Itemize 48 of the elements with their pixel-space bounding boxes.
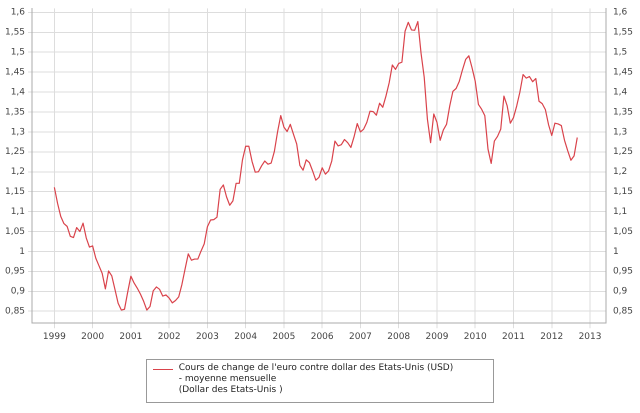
y2-tick-label: 1,4 [612, 87, 628, 98]
y2-tick-label: 1,5 [612, 48, 628, 58]
y-tick-label: 1,15 [4, 187, 26, 198]
x-tick-label: 2011 [502, 332, 525, 342]
x-tick-label: 2004 [234, 332, 258, 342]
y2-tick-label: 1,6 [612, 8, 628, 18]
y-tick-label: 0,85 [4, 306, 26, 317]
y-tick-label: 1,1 [10, 206, 26, 217]
y2-tick-label: 1,05 [612, 226, 634, 237]
y2-tick-label: 1,45 [612, 68, 634, 78]
y2-tick-label: 1,1 [612, 206, 628, 217]
y-tick-label: 1,4 [10, 87, 26, 98]
y2-tick-label: 1,35 [612, 107, 634, 118]
y-tick-label: 1,35 [4, 107, 26, 118]
y-tick-label: 1,6 [10, 8, 26, 18]
y2-tick-label: 1 [612, 246, 619, 257]
y-tick-label: 1,45 [4, 68, 26, 78]
y-tick-label: 1,55 [4, 28, 26, 38]
y-tick-label: 1,2 [10, 167, 26, 178]
x-tick-label: 2001 [119, 332, 142, 342]
y-tick-label: 0,9 [10, 286, 26, 297]
x-tick-label: 2002 [158, 332, 181, 342]
y2-tick-label: 1,25 [612, 147, 634, 158]
x-tick-label: 2009 [426, 332, 449, 342]
y-tick-label: 0,95 [4, 266, 26, 277]
y2-tick-label: 1,15 [612, 187, 634, 198]
y-tick-label: 1,5 [10, 48, 26, 58]
x-tick-label: 2013 [578, 332, 602, 342]
x-tick-label: 2008 [387, 332, 410, 342]
y-tick-label: 1,3 [10, 127, 26, 138]
x-tick-label: 2000 [81, 332, 104, 342]
y2-tick-label: 1,3 [612, 127, 628, 138]
y2-tick-label: 1,55 [612, 28, 634, 38]
legend-label: Cours de change de l'euro contre dollar des Etats-Unis (USD) - moyenne mensuelle (Dollar des Etats-Unis ) [178, 363, 454, 396]
x-tick-label: 2005 [272, 332, 296, 342]
x-tick-label: 1999 [42, 332, 66, 342]
y-tick-label: 1,05 [4, 226, 26, 237]
y-tick-label: 1 [19, 246, 26, 257]
x-tick-label: 2006 [310, 332, 334, 342]
x-tick-label: 2003 [196, 332, 219, 342]
y2-tick-label: 0,85 [612, 306, 634, 317]
y2-tick-label: 0,9 [612, 286, 628, 297]
y2-tick-label: 1,2 [612, 167, 628, 178]
y2-tick-label: 0,95 [612, 266, 634, 277]
x-tick-label: 2012 [540, 332, 564, 342]
x-tick-label: 2007 [348, 332, 372, 342]
y-tick-label: 1,25 [4, 147, 26, 158]
x-tick-label: 2010 [464, 332, 487, 342]
